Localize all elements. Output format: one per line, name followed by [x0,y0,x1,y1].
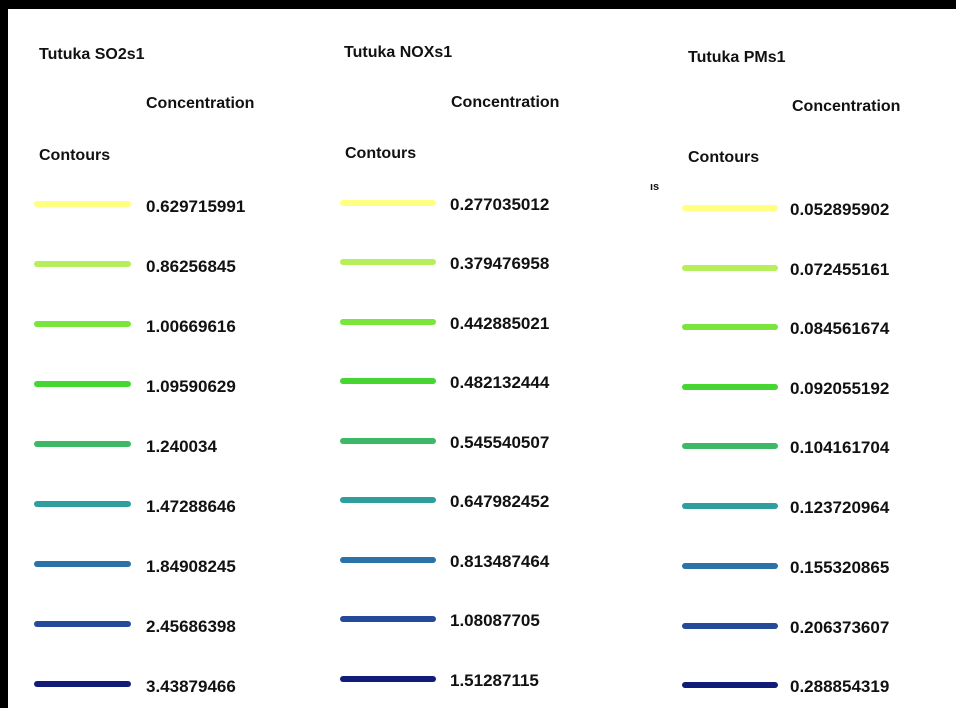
contour-swatch [340,497,436,503]
contour-value: 1.09590629 [146,377,236,396]
contour-value: 0.155320865 [790,558,890,577]
contour-value: 1.47288646 [146,497,236,516]
contour-swatch [34,681,131,687]
concentration-header: Concentration [451,94,560,111]
contour-value: 0.052895902 [790,200,890,219]
contour-value: 2.45686398 [146,617,236,636]
legend-title: Tutuka SO2s1 [39,46,145,63]
contour-swatch [340,200,436,206]
contour-swatch [682,265,778,271]
contour-value: 0.206373607 [790,618,890,637]
contour-value: 0.86256845 [146,257,236,276]
contour-value: 0.123720964 [790,498,890,517]
contour-value: 0.813487464 [450,552,550,571]
contour-swatch [340,676,436,682]
contour-value: 0.104161704 [790,438,890,457]
contour-swatch [34,261,131,267]
contour-value: 0.092055192 [790,379,890,398]
contour-value: 3.43879466 [146,677,236,696]
contour-value: 0.629715991 [146,197,246,216]
contour-value: 0.442885021 [450,314,550,333]
contour-value: 1.00669616 [146,317,236,336]
contour-value: 0.647982452 [450,492,550,511]
contour-swatch [34,501,131,507]
legend-title: Tutuka PMs1 [688,49,786,66]
contour-swatch [340,378,436,384]
contour-value: 0.072455161 [790,260,890,279]
contour-swatch [682,205,778,211]
contour-swatch [682,324,778,330]
legend-so2: Tutuka SO2s1 Concentration Contours 0.62… [8,9,308,708]
concentration-header: Concentration [146,95,255,112]
contour-swatch [340,616,436,622]
contours-header: Contours [39,147,111,164]
contour-swatch [682,443,778,449]
contour-value: 0.277035012 [450,195,550,214]
contour-swatch [682,384,778,390]
contour-value: 0.084561674 [790,319,890,338]
contour-swatch [340,259,436,265]
contours-header: Contours [688,149,760,166]
contour-value: 0.482132444 [450,373,550,392]
contour-swatch [34,321,131,327]
contour-value: 1.240034 [146,437,217,456]
contour-swatch [34,441,131,447]
legend-sheet: Tutuka SO2s1 Concentration Contours 0.62… [8,9,956,708]
stray-text: ıs [650,181,660,193]
contour-swatch [682,563,778,569]
contour-swatch [682,503,778,509]
contour-swatch [34,561,131,567]
legend-pm: Tutuka PMs1 Concentration Contours 0.052… [638,9,956,708]
contour-value: 0.288854319 [790,677,890,696]
contour-swatch [34,381,131,387]
contours-header: Contours [345,145,417,162]
contour-swatch [34,621,131,627]
contour-value: 1.08087705 [450,611,540,630]
contour-swatch [682,682,778,688]
concentration-header: Concentration [792,98,901,115]
contour-swatch [340,557,436,563]
contour-value: 0.545540507 [450,433,550,452]
contour-value: 1.51287115 [450,671,539,690]
contour-value: 0.379476958 [450,254,550,273]
contour-swatch [340,438,436,444]
contour-swatch [682,623,778,629]
contour-swatch [340,319,436,325]
contour-value: 1.84908245 [146,557,236,576]
contour-swatch [34,201,131,207]
legend-nox: Tutuka NOXs1 Concentration Contours 0.27… [308,9,638,708]
legend-title: Tutuka NOXs1 [344,44,453,61]
